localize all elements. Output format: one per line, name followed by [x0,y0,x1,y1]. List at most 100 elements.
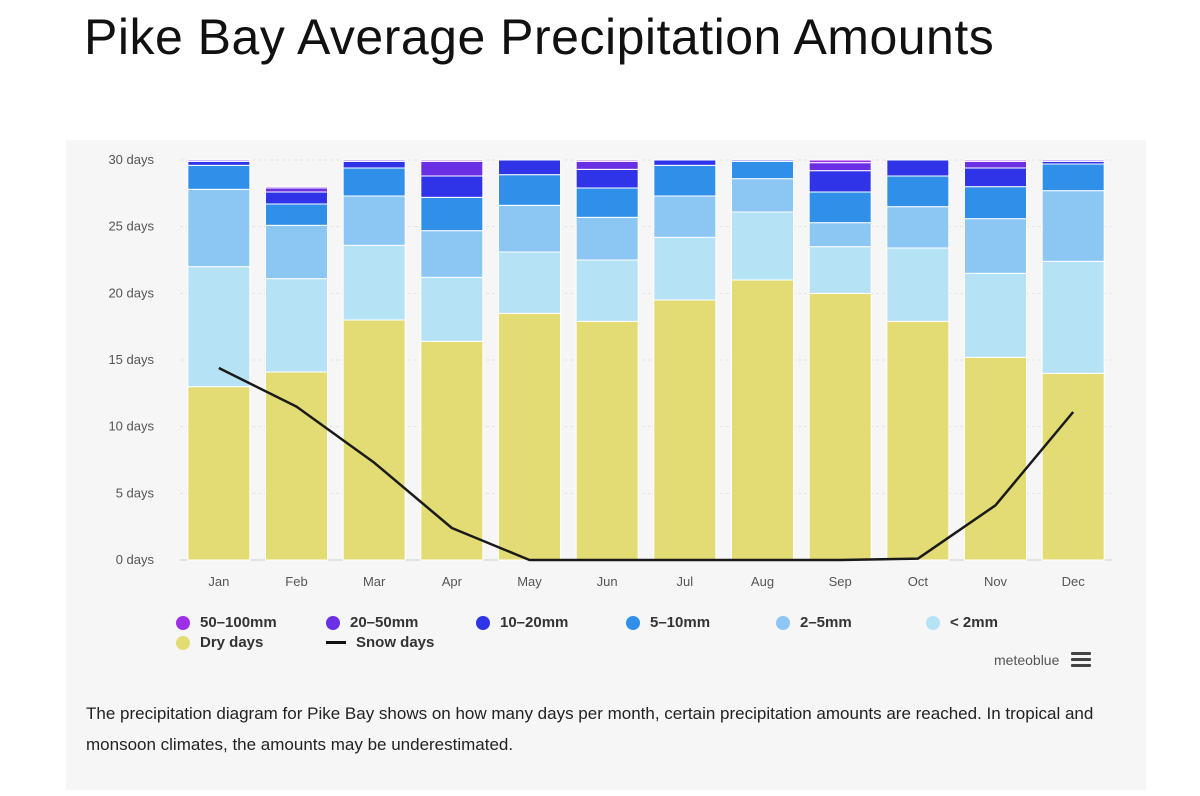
bar-segment [187,266,251,388]
bar-segment [575,187,639,218]
legend-label: 2–5mm [800,614,852,631]
y-tick-label: 25 days [108,219,154,234]
y-tick-label: 0 days [116,552,155,567]
bar-segment [964,272,1027,358]
legend-item[interactable]: Dry days [176,634,263,651]
bar-segment [808,191,872,224]
legend-label: 10–20mm [500,614,569,631]
bar-segment [731,159,794,162]
legend-dot-marker [926,615,940,630]
bar-segment [808,162,872,172]
bar-segment [265,278,328,373]
legend-label: < 2mm [950,614,998,631]
chart-description: The precipitation diagram for Pike Bay s… [86,704,1094,754]
legend-dot-marker [176,635,190,650]
legend-item[interactable]: 5–10mm [626,614,710,631]
bar-segment [342,160,406,169]
legend-label: 5–10mm [650,614,711,631]
bar-segment [964,356,1027,561]
x-tick-label: Sep [829,574,852,589]
bar-segment [420,196,484,232]
bar-segment [653,236,717,301]
bar-segment [498,251,561,314]
credit-label[interactable]: meteoblue [994,652,1060,668]
bar-segment [420,230,484,278]
bar-segment [575,159,639,162]
bar-segment [731,160,794,180]
page-title: Pike Bay Average Precipitation Amounts [84,9,995,65]
legend-item[interactable]: < 2mm [926,614,998,631]
y-tick-label: 20 days [108,285,154,300]
legend-label: 50–100mm [200,614,277,631]
bar-segment [187,160,251,166]
bar-segment [575,168,639,189]
bar-segment [342,167,406,197]
y-tick-label: 10 days [108,419,154,434]
bar-segment [653,195,717,238]
legend-dot-marker [476,615,490,630]
legend-item[interactable]: Snow days [326,634,434,651]
bar-segment [653,299,717,561]
legend-item[interactable]: 2–5mm [776,614,852,631]
x-tick-label: Nov [984,574,1008,589]
y-tick-label: 5 days [116,485,155,500]
x-tick-label: Jul [677,574,694,589]
bar-segment [964,218,1027,274]
bar-segment [653,164,717,197]
bar-segment [420,159,484,162]
x-tick-label: Feb [285,574,307,589]
bar-segment [498,159,561,176]
x-tick-label: Oct [908,574,929,589]
bar-segment [731,279,794,561]
legend-item[interactable]: 10–20mm [476,614,568,631]
x-tick-label: Jan [208,574,229,589]
snow-days-line [218,366,1075,562]
bar-segment [342,319,406,561]
bar-segment [265,371,328,561]
bar-segment [420,175,484,198]
x-tick-label: Dec [1062,574,1086,589]
bar-segment [265,187,328,193]
x-tick-label: Mar [363,574,386,589]
x-tick-label: Aug [751,574,774,589]
bar-segment [265,224,328,280]
bar-segment [886,159,950,177]
bar-segment [808,222,872,248]
x-tick-label: Jun [597,574,618,589]
hamburger-menu-icon[interactable] [1071,652,1092,668]
bar-segment [187,159,251,162]
bar-segment [420,276,484,342]
bar-segment [187,188,251,268]
bar-segment [575,259,639,322]
y-tick-label: 15 days [108,352,154,367]
legend-item[interactable]: 20–50mm [326,614,418,631]
bar-segment [342,244,406,321]
legend-item[interactable]: 50–100mm [176,614,277,631]
y-tick-label: 30 days [108,152,154,167]
bar-segment [498,204,561,253]
bar-segment [1041,260,1105,374]
bar-segment [731,178,794,213]
bar-segment [964,186,1027,220]
bar-segment [187,386,251,561]
bar-segment [498,174,561,206]
bar-segment [575,320,639,561]
bar-segment [1041,190,1105,262]
chart-panel: 0 days 5 days 10 days 15 days 20 days 25 days… [66,140,1146,790]
bar-segment [731,211,794,281]
bar-segment [265,186,328,189]
legend-dot-marker [626,615,640,630]
bar-segment [575,216,639,261]
bar-segment [265,203,328,226]
bar-segment [964,159,1027,162]
bar-segment [808,292,872,561]
bar-segment [420,340,484,561]
legend-dot-marker [176,615,190,630]
chart-credit: meteoblue [994,652,1092,668]
bar-segment [575,160,639,170]
legend-dot-marker [326,615,340,630]
legend-dot-marker [776,615,790,630]
bar-segment [420,160,484,177]
bar-segment [808,170,872,193]
bar-segment [886,247,950,322]
